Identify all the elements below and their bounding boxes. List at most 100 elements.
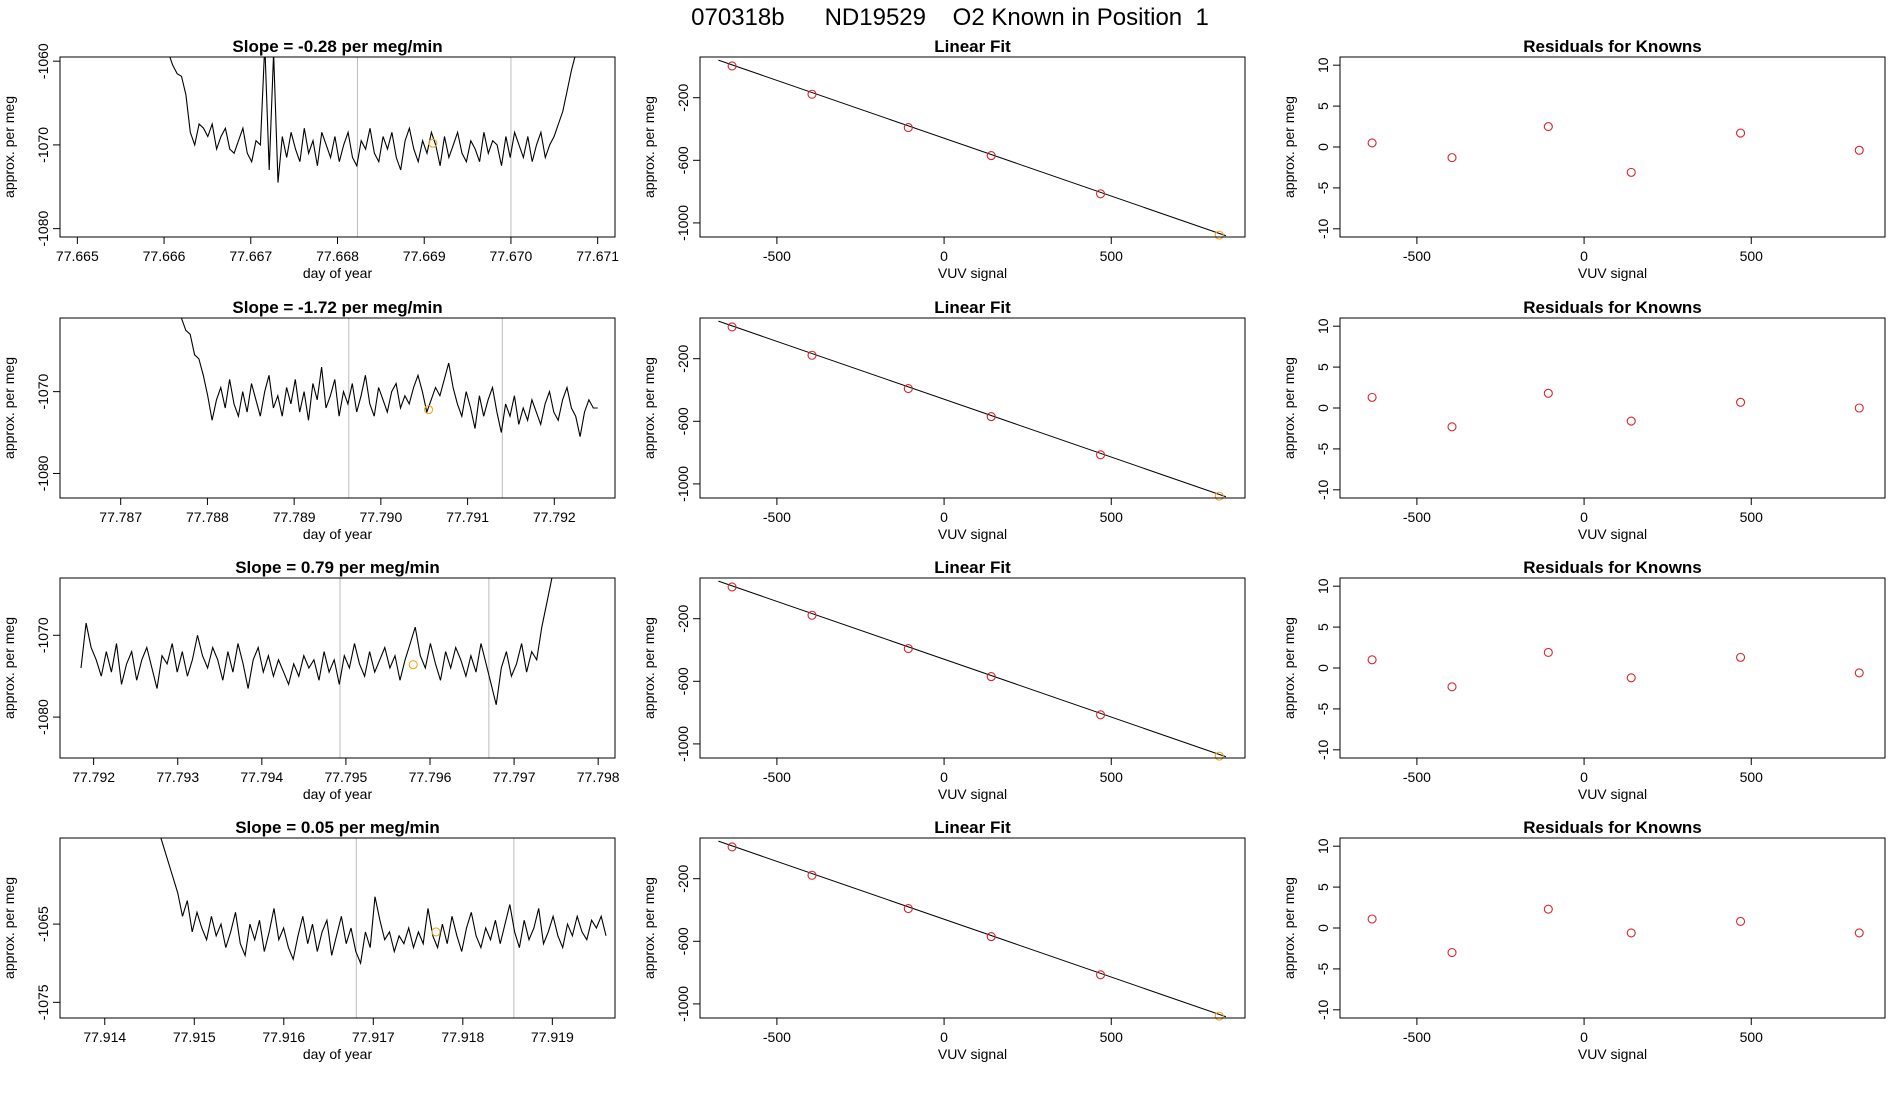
plot-frame: [699, 56, 1246, 238]
y-axis: -1060 -1070 -1080: [35, 43, 60, 247]
data-point: [903, 904, 913, 914]
data-point: [727, 842, 737, 852]
data-point: [1543, 388, 1553, 398]
y-tick-label: 10: [1315, 318, 1331, 334]
plot-frame: [59, 577, 616, 759]
x-tick-label: 77.795: [324, 769, 367, 785]
x-axis-label: VUV signal: [1578, 786, 1647, 802]
x-axis-label: VUV signal: [938, 526, 1007, 542]
x-tick-label: 77.792: [533, 509, 576, 525]
x-tick-label: 77.790: [359, 509, 402, 525]
chart-title: Linear Fit: [934, 37, 1011, 56]
y-axis-label: approx. per meg: [1, 617, 17, 719]
x-tick-label: 0: [940, 248, 948, 264]
y-tick-label: -1060: [35, 43, 51, 79]
x-tick-label: 77.667: [229, 248, 272, 264]
x-tick-label: 77.915: [173, 1029, 216, 1045]
x-tick-label: 77.917: [352, 1029, 395, 1045]
data-point: [807, 350, 817, 360]
y-axis: -200 -600 -1000: [675, 604, 700, 762]
chart-title: Slope = -0.28 per meg/min: [232, 37, 442, 56]
x-tick-label: 77.914: [83, 1029, 126, 1045]
chart-panel-4-1: 77.914 77.915 77.916 77.917 77.918 77.919 -106…: [1, 818, 616, 1062]
x-axis: 77.665 77.666 77.667 77.668 77.669 77.670 77.6…: [56, 237, 619, 264]
chart-title: Residuals for Knowns: [1523, 558, 1702, 577]
x-tick-label: 77.669: [403, 248, 446, 264]
y-axis: 10 5 0 -5 -10: [1315, 838, 1340, 1020]
y-axis-label: approx. per meg: [1, 96, 17, 198]
chart-title: Residuals for Knowns: [1523, 818, 1702, 837]
x-tick-label: 0: [1580, 1029, 1588, 1045]
y-tick-label: -1000: [675, 205, 691, 241]
x-tick-label: -500: [1403, 769, 1431, 785]
x-tick-label: 77.919: [531, 1029, 574, 1045]
plot-frame: [59, 317, 616, 499]
y-tick-label: -200: [675, 83, 691, 111]
x-tick-label: 500: [1100, 769, 1124, 785]
plot-frame: [699, 837, 1246, 1019]
y-tick-label: -5: [1315, 962, 1331, 975]
y-tick-label: 0: [1315, 924, 1331, 932]
data-point: [1626, 673, 1636, 683]
chart-panel-4-2: -500 0 500 -200 -600 -1000 Linear Fit VUV signa…: [641, 818, 1246, 1062]
plot-frame: [699, 577, 1246, 759]
chart-panel-4-3: -500 0 500 10 5 0 -5 -10 Residuals for Knowns VUV…: [1281, 818, 1886, 1062]
x-tick-label: 500: [1100, 1029, 1124, 1045]
y-tick-label: -1080: [35, 699, 51, 735]
x-tick-label: 77.787: [99, 509, 142, 525]
data-point: [1214, 751, 1224, 761]
x-tick-label: 77.796: [409, 769, 452, 785]
y-tick-label: -600: [675, 667, 691, 695]
y-tick-label: -600: [675, 146, 691, 174]
x-tick-label: -500: [763, 1029, 791, 1045]
plot-frame: [59, 56, 616, 238]
x-tick-label: 77.666: [143, 248, 186, 264]
chart-title: Slope = -1.72 per meg/min: [232, 298, 442, 317]
y-axis-label: approx. per meg: [1281, 96, 1297, 198]
y-tick-label: -10: [1315, 999, 1331, 1019]
x-tick-label: 500: [1740, 509, 1764, 525]
data-point: [431, 927, 441, 937]
x-tick-label: -500: [1403, 248, 1431, 264]
data-point: [1096, 450, 1106, 460]
y-tick-label: 0: [1315, 664, 1331, 672]
plot-frame: [1339, 837, 1886, 1019]
data-point: [1854, 403, 1864, 413]
data-point: [903, 384, 913, 394]
fit-line: [718, 59, 1227, 237]
chart-title: Linear Fit: [934, 558, 1011, 577]
fit-line: [718, 580, 1227, 758]
chart-panel-2-3: -500 0 500 10 5 0 -5 -10 Residuals for Knowns VUV…: [1281, 298, 1886, 542]
x-tick-label: 77.916: [262, 1029, 305, 1045]
x-tick-label: 0: [940, 769, 948, 785]
x-tick-label: 500: [1100, 509, 1124, 525]
x-axis: 77.787 77.788 77.789 77.790 77.791 77.792: [99, 498, 576, 525]
chart-panel-2-1: 77.787 77.788 77.789 77.790 77.791 77.792 -107…: [1, 298, 616, 542]
y-tick-label: -5: [1315, 181, 1331, 194]
y-tick-label: 0: [1315, 404, 1331, 412]
y-tick-label: 5: [1315, 363, 1331, 371]
fit-line: [718, 320, 1227, 498]
x-tick-label: 77.793: [156, 769, 199, 785]
y-tick-label: 5: [1315, 623, 1331, 631]
data-point: [1214, 491, 1224, 501]
data-point: [986, 412, 996, 422]
y-axis: 10 5 0 -5 -10: [1315, 318, 1340, 500]
data-point: [408, 660, 418, 670]
data-point: [1447, 153, 1457, 163]
x-axis-label: VUV signal: [1578, 526, 1647, 542]
x-axis: -500 0 500: [1403, 1018, 1763, 1045]
data-point: [1626, 928, 1636, 938]
data-point: [1626, 167, 1636, 177]
x-tick-label: -500: [763, 509, 791, 525]
chart-title: Linear Fit: [934, 298, 1011, 317]
y-axis-label: approx. per meg: [1, 357, 17, 459]
y-tick-label: -200: [675, 344, 691, 372]
x-tick-label: 77.665: [56, 248, 99, 264]
data-point: [727, 61, 737, 71]
plot-frame: [1339, 317, 1886, 499]
x-tick-label: 0: [1580, 509, 1588, 525]
y-axis-label: approx. per meg: [1, 877, 17, 979]
x-tick-label: 0: [1580, 769, 1588, 785]
